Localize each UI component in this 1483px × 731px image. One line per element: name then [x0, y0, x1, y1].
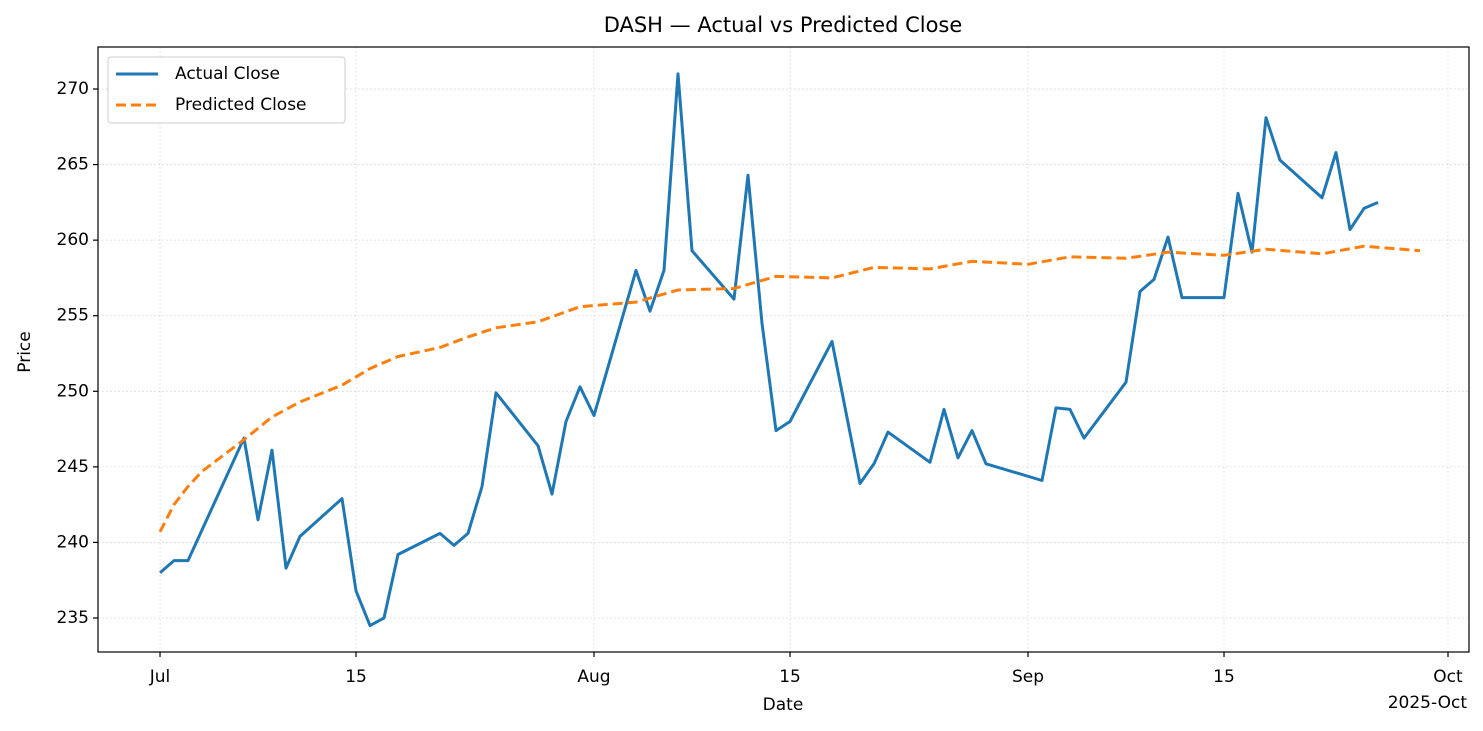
plot-frame	[97, 46, 1470, 653]
y-tick-label: 240	[57, 532, 89, 552]
series-line	[159, 72, 1379, 628]
legend-label: Predicted Close	[175, 95, 307, 115]
chart-title: DASH — Actual vs Predicted Close	[604, 13, 963, 37]
x-tick-label: 15	[1213, 667, 1235, 687]
y-tick-label: 260	[57, 230, 89, 250]
x-tick-label: Jul	[149, 667, 171, 687]
y-tick-label: 250	[57, 381, 89, 401]
x-offset-label: 2025-Oct	[1388, 693, 1468, 713]
y-tick-label: 255	[57, 306, 89, 326]
y-tick-label: 265	[57, 155, 89, 175]
y-tick-label: 245	[57, 457, 89, 477]
x-tick-label: 15	[779, 667, 801, 687]
series-line	[158, 244, 1421, 533]
y-tick-label: 270	[57, 79, 89, 99]
y-axis-label: Price	[15, 331, 35, 372]
x-tick-label: Sep	[1012, 667, 1044, 687]
x-tick-label: Oct	[1433, 667, 1463, 687]
y-tick-label: 235	[57, 608, 89, 628]
x-tick-label: Aug	[577, 667, 610, 687]
legend-box	[107, 56, 346, 124]
legend-label: Actual Close	[175, 64, 280, 84]
x-tick-label: 15	[345, 667, 367, 687]
x-axis-label: Date	[763, 695, 804, 715]
